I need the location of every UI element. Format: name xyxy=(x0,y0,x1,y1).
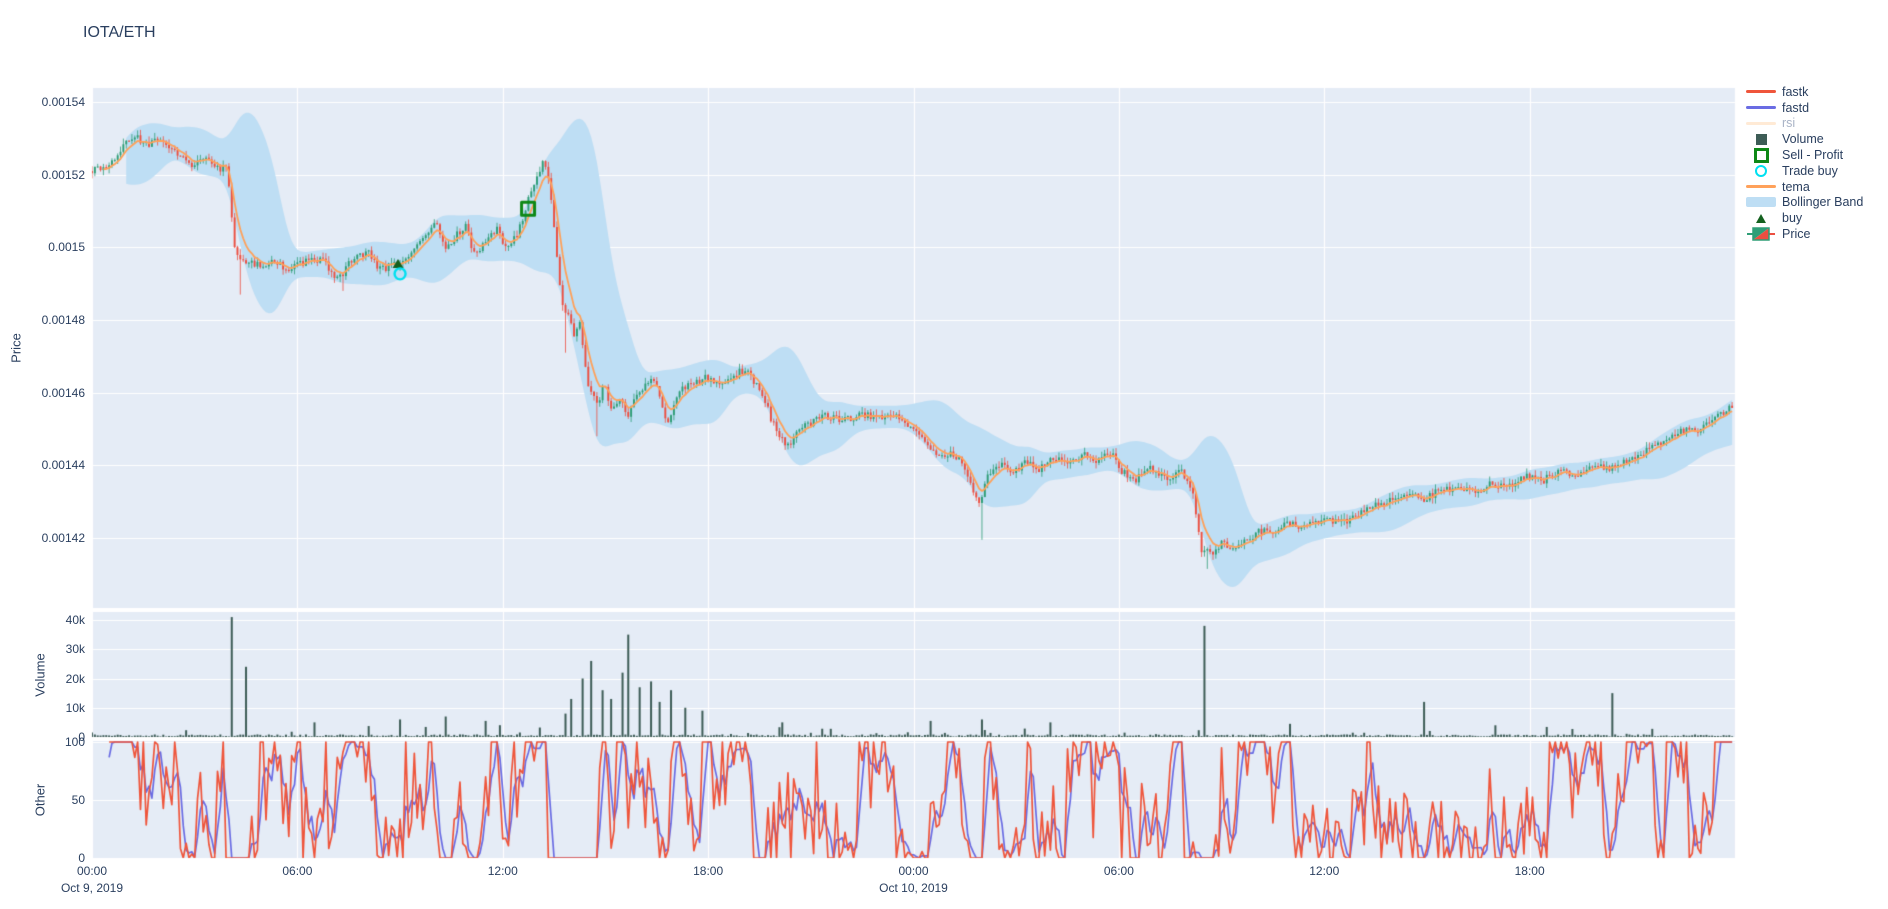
legend-item-bollinger[interactable]: Bollinger Band xyxy=(1745,195,1885,211)
legend-item-buy[interactable]: buy xyxy=(1745,210,1885,226)
legend-label-trade-buy: Trade buy xyxy=(1782,163,1838,178)
buy-legend-icon xyxy=(1745,213,1777,223)
price-tick-label: 0.00146 xyxy=(41,385,85,400)
volume-tick-label: 20k xyxy=(65,671,85,686)
volume-legend-icon xyxy=(1745,133,1777,145)
legend-item-volume[interactable]: Volume xyxy=(1745,131,1885,147)
legend-label-fastk: fastk xyxy=(1782,84,1809,99)
volume-tick-label: 40k xyxy=(65,613,85,627)
legend: fastk fastd rsi Volume Sell - Profit Trade bu… xyxy=(1745,84,1885,242)
legend-label-bollinger: Bollinger Band xyxy=(1782,195,1864,210)
x-tick-label: 18:00 xyxy=(693,864,724,878)
legend-label-fastd: fastd xyxy=(1782,100,1810,115)
price-tick-label: 0.00144 xyxy=(41,458,85,473)
bollinger-legend-icon xyxy=(1745,197,1777,208)
x-tick-label: 12:00 xyxy=(487,864,518,878)
x-date-label: Oct 9, 2019 xyxy=(60,881,124,895)
price-tick-label: 0.00154 xyxy=(41,95,85,109)
x-tick-label: 06:00 xyxy=(1103,864,1134,878)
fastk-legend-icon xyxy=(1745,90,1777,94)
price-tick-label: 0.00152 xyxy=(41,167,85,182)
x-tick-label: 18:00 xyxy=(1514,864,1545,878)
price-tick-label: 0.0015 xyxy=(48,240,85,255)
other-tick-label: 100 xyxy=(64,735,85,749)
price-tick-label: 0.00148 xyxy=(41,313,85,327)
other-tick-label: 50 xyxy=(71,793,85,807)
volume-tick-label: 10k xyxy=(65,700,85,715)
price-legend-icon xyxy=(1745,226,1777,242)
x-date-label: Oct 10, 2019 xyxy=(879,881,948,895)
legend-item-tema[interactable]: tema xyxy=(1745,179,1885,195)
legend-item-trade-buy[interactable]: Trade buy xyxy=(1745,163,1885,179)
x-tick-label: 12:00 xyxy=(1309,864,1340,878)
legend-label-volume: Volume xyxy=(1782,132,1824,147)
legend-item-fastk[interactable]: fastk xyxy=(1745,84,1885,100)
price-tick-label: 0.00142 xyxy=(41,531,85,545)
legend-item-rsi[interactable]: rsi xyxy=(1745,116,1885,132)
legend-item-fastd[interactable]: fastd xyxy=(1745,100,1885,116)
fastd-legend-icon xyxy=(1745,106,1777,110)
tema-legend-icon xyxy=(1745,185,1777,189)
price-axis-title: Price xyxy=(8,333,24,363)
legend-label-buy: buy xyxy=(1782,211,1803,226)
chart-title: IOTA/ETH xyxy=(83,24,156,41)
volume-axis-title: Volume xyxy=(32,652,48,697)
other-axis-title: Other xyxy=(32,783,48,816)
sell-profit-legend-icon xyxy=(1745,147,1777,163)
legend-label-rsi: rsi xyxy=(1782,116,1796,131)
x-tick-label: 00:00 xyxy=(898,864,929,878)
trade-buy-legend-icon xyxy=(1745,164,1777,177)
rsi-legend-icon xyxy=(1745,121,1777,125)
legend-label-sell-profit: Sell - Profit xyxy=(1782,148,1844,163)
volume-tick-label: 0 xyxy=(78,730,85,744)
legend-item-price[interactable]: Price xyxy=(1745,226,1885,242)
volume-tick-label: 30k xyxy=(65,642,85,657)
x-tick-label: 00:00 xyxy=(76,864,108,878)
legend-label-price: Price xyxy=(1782,227,1811,242)
other-tick-label: 0 xyxy=(78,851,85,865)
x-tick-label: 06:00 xyxy=(282,864,313,878)
legend-label-tema: tema xyxy=(1782,179,1810,194)
legend-item-sell-profit[interactable]: Sell - Profit xyxy=(1745,147,1885,163)
